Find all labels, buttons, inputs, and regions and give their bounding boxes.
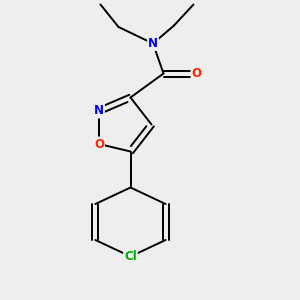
Text: N: N [94, 104, 104, 118]
Text: Cl: Cl [124, 250, 137, 263]
Text: N: N [148, 37, 158, 50]
Text: O: O [191, 67, 202, 80]
Text: O: O [94, 137, 104, 151]
